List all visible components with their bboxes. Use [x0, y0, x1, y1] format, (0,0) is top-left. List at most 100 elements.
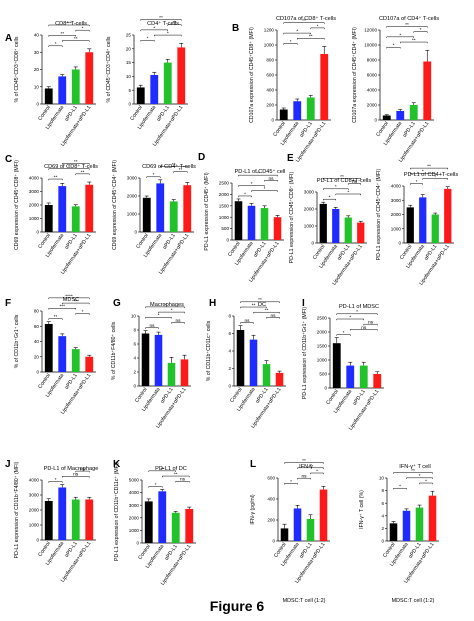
- significance-bracket-l1-0: [284, 483, 298, 485]
- significance-bracket-d-3: [264, 180, 278, 182]
- significance-label-f-2: ***: [59, 304, 65, 310]
- significance-bracket-b1-3: [310, 27, 325, 30]
- chart-j: J 0 1000 2000 3000 4000 PD-L1 expression of CD…: [5, 459, 98, 584]
- chart-title-l1: IFN-γ: [299, 464, 313, 470]
- bar-l2-2: [415, 507, 424, 541]
- bar-i-3: [373, 374, 382, 388]
- bar-b2-1: [396, 111, 405, 120]
- y-tick-label-b2: 0: [374, 118, 377, 123]
- significance-label-j-1: ns: [73, 473, 79, 478]
- y-tick-label-b2: 8000: [367, 58, 378, 63]
- y-tick-label-a1: 0: [36, 102, 39, 107]
- significance-bracket-k-3: [148, 470, 176, 473]
- bar-i-0: [332, 343, 341, 388]
- y-axis-label-a1: % of CD45⁺CD3⁺CD8⁺ cells: [14, 36, 20, 102]
- significance-bracket-g-3: [158, 311, 185, 314]
- panel-letter-f: F: [5, 298, 11, 309]
- significance-bracket-a2-2: [140, 29, 168, 32]
- significance-bracket-c1-1: [75, 173, 90, 176]
- bar-e2-3: [444, 188, 452, 243]
- bar-f-1: [58, 336, 67, 372]
- y-tick-label-b2: 10000: [364, 43, 377, 48]
- chart-footer-l2: MDSC:T cell (1:2): [392, 598, 435, 604]
- y-tick-label-c1: 2000: [29, 203, 40, 208]
- bar-b2-3: [423, 61, 432, 120]
- significance-bracket-i-2: [363, 323, 378, 326]
- y-tick-label-f: 20: [34, 354, 40, 359]
- significance-bracket-j-1: [62, 476, 90, 478]
- bar-g-3: [180, 359, 189, 386]
- y-tick-label-g: 0: [133, 384, 136, 389]
- bar-a2-3: [177, 47, 186, 104]
- y-axis-label-d: PD-L1 expression of CD45⁺ (MFI): [204, 172, 210, 251]
- chart-title-e1: PD-L1 of CD8+T-cells: [317, 178, 371, 184]
- significance-label-f-1: *: [82, 309, 84, 315]
- chart-a1: A 0 10 20 30 40 % of CD45⁺CD3⁺CD8⁺ cells CD8⁺ T…: [5, 20, 96, 148]
- bar-g-0: [141, 333, 150, 386]
- significance-label-f-3: **: [74, 298, 78, 304]
- significance-label-d-2: *: [251, 181, 253, 187]
- y-tick-label-b2: 12000: [364, 28, 377, 33]
- significance-bracket-a1-0: [48, 45, 63, 47]
- y-tick-label-c2: 0: [134, 230, 137, 235]
- significance-label-i-0: *: [343, 330, 345, 336]
- bar-c1-0: [44, 205, 53, 232]
- significance-bracket-b1-0: [283, 43, 298, 45]
- bar-f-0: [44, 323, 53, 372]
- significance-bracket-e2-1: [422, 178, 448, 180]
- y-axis-label-e2: PD-L1 expression of CD45⁺CD4⁺ (MFI): [376, 169, 382, 261]
- significance-bracket-f-3: [62, 302, 90, 305]
- significance-bracket-a1-3: [75, 29, 90, 32]
- significance-bracket-c2-2: [160, 166, 188, 168]
- significance-label-h-2: **: [265, 308, 269, 314]
- bar-e1-0: [319, 203, 327, 243]
- significance-label-i-4: *: [356, 309, 358, 315]
- significance-label-b2-0: *: [393, 43, 395, 49]
- bar-g-1: [154, 334, 163, 386]
- chart-b2: 0 2000 4000 6000 8000 10000 12000 CD107a expres…: [352, 15, 439, 164]
- chart-title-e2: PD-L1 of CD4+T-cells: [404, 172, 458, 178]
- chart-k: K 0 1000 2000 3000 4000 5000 PD-L1 expression o…: [113, 459, 196, 587]
- significance-label-c1-2: *: [68, 164, 70, 170]
- panel-letter-e1: E: [287, 153, 294, 164]
- y-tick-label-e2: 4000: [391, 184, 402, 189]
- y-tick-label-d: 1500: [219, 203, 230, 208]
- chart-c2: 0 1000 2000 3000 CD69 expression of CD45⁺CD4…: [112, 160, 196, 276]
- y-axis-label-h: % of CD11b⁺CD11c⁺ cells: [206, 320, 212, 381]
- y-tick-label-a2: 5: [128, 88, 131, 93]
- significance-bracket-h-1: [266, 317, 280, 319]
- y-tick-label-f: 60: [34, 324, 40, 329]
- bar-a2-2: [163, 62, 172, 104]
- significance-label-b2-1: **: [412, 37, 416, 43]
- y-tick-label-d: 500: [221, 226, 229, 231]
- significance-label-k-2: **: [174, 471, 178, 477]
- significance-label-j-2: ns: [80, 468, 86, 473]
- y-axis-label-l1: IFN-γ (pg/ml): [250, 494, 256, 525]
- y-tick-label-l2: 2: [381, 526, 384, 531]
- significance-bracket-g-0: [145, 327, 159, 329]
- y-tick-label-d: 2000: [219, 192, 230, 197]
- bar-f-2: [71, 349, 80, 372]
- significance-label-d-0: *: [244, 191, 246, 197]
- bar-d-2: [260, 208, 269, 240]
- significance-bracket-d-4: [238, 174, 278, 177]
- significance-label-g-4: *: [164, 302, 166, 308]
- significance-label-h-1: ns: [270, 314, 276, 319]
- panel-letter-l1: L: [250, 459, 256, 470]
- significance-bracket-l1-1: [297, 477, 311, 480]
- y-tick-label-c2: 2000: [127, 194, 138, 199]
- significance-bracket-f-1: [75, 313, 90, 315]
- significance-label-l2-0: *: [399, 484, 401, 490]
- y-tick-label-e2: 0: [398, 241, 401, 246]
- y-axis-label-c1: CD69 expression of CD45⁺CD8⁺ (MFI): [14, 160, 20, 250]
- significance-bracket-h-2: [253, 311, 280, 314]
- significance-bracket-i-3: [336, 318, 364, 321]
- significance-label-h-0: ns: [244, 319, 250, 324]
- figure-title: Figure 6: [210, 598, 265, 614]
- bar-a2-1: [150, 75, 159, 104]
- y-tick-label-b2: 4000: [367, 88, 378, 93]
- y-tick-label-b1: 1000: [264, 43, 275, 48]
- significance-bracket-g-2: [145, 317, 172, 319]
